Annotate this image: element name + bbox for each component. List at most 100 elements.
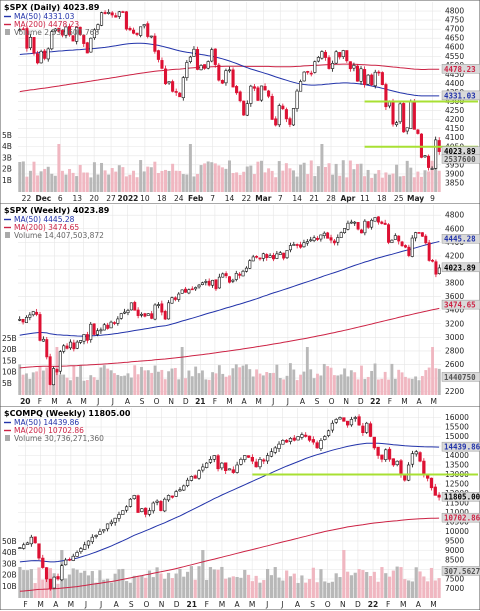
candle-body: [75, 27, 79, 42]
volume-bar: [277, 577, 281, 598]
volume-bar: [330, 581, 334, 598]
candle-body: [268, 255, 272, 258]
volume-bar: [265, 372, 269, 395]
volume-bar: [391, 173, 395, 192]
x-tick-label: 13: [72, 194, 82, 203]
candle-body: [124, 11, 128, 30]
x-tick-label: A: [53, 600, 59, 609]
candle-body: [304, 434, 308, 437]
volume-bar: [272, 372, 275, 395]
candle-body: [121, 11, 125, 13]
volume-bar: [72, 365, 76, 395]
candle-body: [338, 52, 342, 58]
candle-body: [53, 28, 57, 32]
volume-bar: [163, 578, 167, 598]
candle-body: [163, 311, 167, 320]
candle-body: [112, 322, 116, 324]
candle-body: [205, 462, 209, 468]
candle-body: [422, 460, 426, 475]
volume-bar: [189, 566, 193, 598]
volume-bar: [188, 144, 192, 192]
candle-body: [302, 71, 306, 82]
volume-bar: [319, 375, 323, 395]
candle-body: [146, 313, 150, 316]
x-tick-label: 14: [292, 194, 302, 203]
volume-bar: [192, 176, 196, 192]
volume-bar: [110, 168, 114, 192]
volume-bar: [306, 174, 310, 192]
volume-bar: [397, 369, 401, 395]
candle-body: [295, 244, 299, 246]
volume-bar: [167, 371, 171, 395]
volume-bar: [342, 550, 346, 598]
volume-bar: [248, 369, 252, 395]
candle-body: [60, 30, 64, 36]
candle-body: [109, 321, 113, 329]
y-tick-label: 4100: [445, 133, 464, 142]
volume-bar: [57, 144, 61, 192]
candle-body: [227, 69, 232, 72]
x-tick-label: Dec: [35, 194, 51, 203]
candle-body: [403, 245, 407, 248]
volume-bar: [22, 570, 26, 598]
candle-body: [285, 250, 289, 259]
volume-bar: [431, 347, 434, 395]
candle-body: [272, 254, 275, 260]
volume-bar: [281, 580, 285, 598]
volume-bar: [348, 160, 352, 192]
y-tick-label: 11000: [445, 508, 469, 517]
y-tick-label: 11500: [445, 499, 469, 508]
volume-bar: [262, 580, 266, 598]
x-tick-label: May: [407, 194, 424, 203]
volume-bar: [384, 573, 388, 598]
volume-bar: [243, 569, 247, 598]
x-tick-label: A: [242, 397, 248, 406]
volume-bar: [227, 577, 232, 598]
x-tick-label: S: [310, 600, 315, 609]
x-tick-label: 22: [22, 194, 32, 203]
volume-bar: [45, 367, 49, 395]
x-tick-label: 9: [430, 194, 435, 203]
volume-bar: [52, 379, 55, 395]
volume-bar: [153, 161, 157, 192]
candle-body: [295, 90, 299, 109]
volume-bar: [356, 379, 360, 395]
x-tick-label: M: [400, 600, 406, 609]
y-tick-label: 7500: [445, 575, 464, 584]
candle-body: [60, 565, 64, 581]
volume-tick-label: 10B: [2, 368, 17, 377]
volume-bar: [336, 375, 340, 395]
volume-bar: [242, 171, 246, 192]
volume-bar: [58, 374, 62, 395]
volume-bar: [238, 174, 242, 192]
volume-bar: [228, 375, 231, 395]
candle-body: [150, 313, 154, 319]
candle-body: [380, 72, 384, 85]
candle-body: [192, 48, 196, 57]
volume-bar: [326, 366, 330, 395]
price-label-box: [441, 234, 480, 244]
x-tick-label: M: [226, 397, 232, 406]
candle-body: [89, 323, 93, 341]
volume-bar: [377, 170, 381, 192]
candle-body: [412, 101, 416, 130]
volume-bar: [305, 347, 309, 395]
volume-bar: [231, 576, 235, 598]
candle-body: [305, 241, 309, 244]
volume-bar: [201, 550, 205, 598]
volume-bar: [164, 169, 168, 192]
candle-body: [334, 51, 338, 64]
volume-bar: [35, 371, 39, 395]
candle-body: [326, 232, 330, 239]
candle-body: [320, 51, 324, 59]
volume-bar: [349, 575, 354, 598]
candle-body: [208, 458, 213, 463]
price-label: 10702.86: [444, 514, 480, 523]
volume-bar: [208, 567, 213, 598]
volume-bar: [313, 176, 317, 192]
volume-bar: [254, 575, 258, 598]
volume-bar: [210, 162, 214, 192]
volume-bar: [416, 171, 420, 192]
volume-bar: [60, 170, 64, 192]
candle-body: [188, 56, 192, 62]
